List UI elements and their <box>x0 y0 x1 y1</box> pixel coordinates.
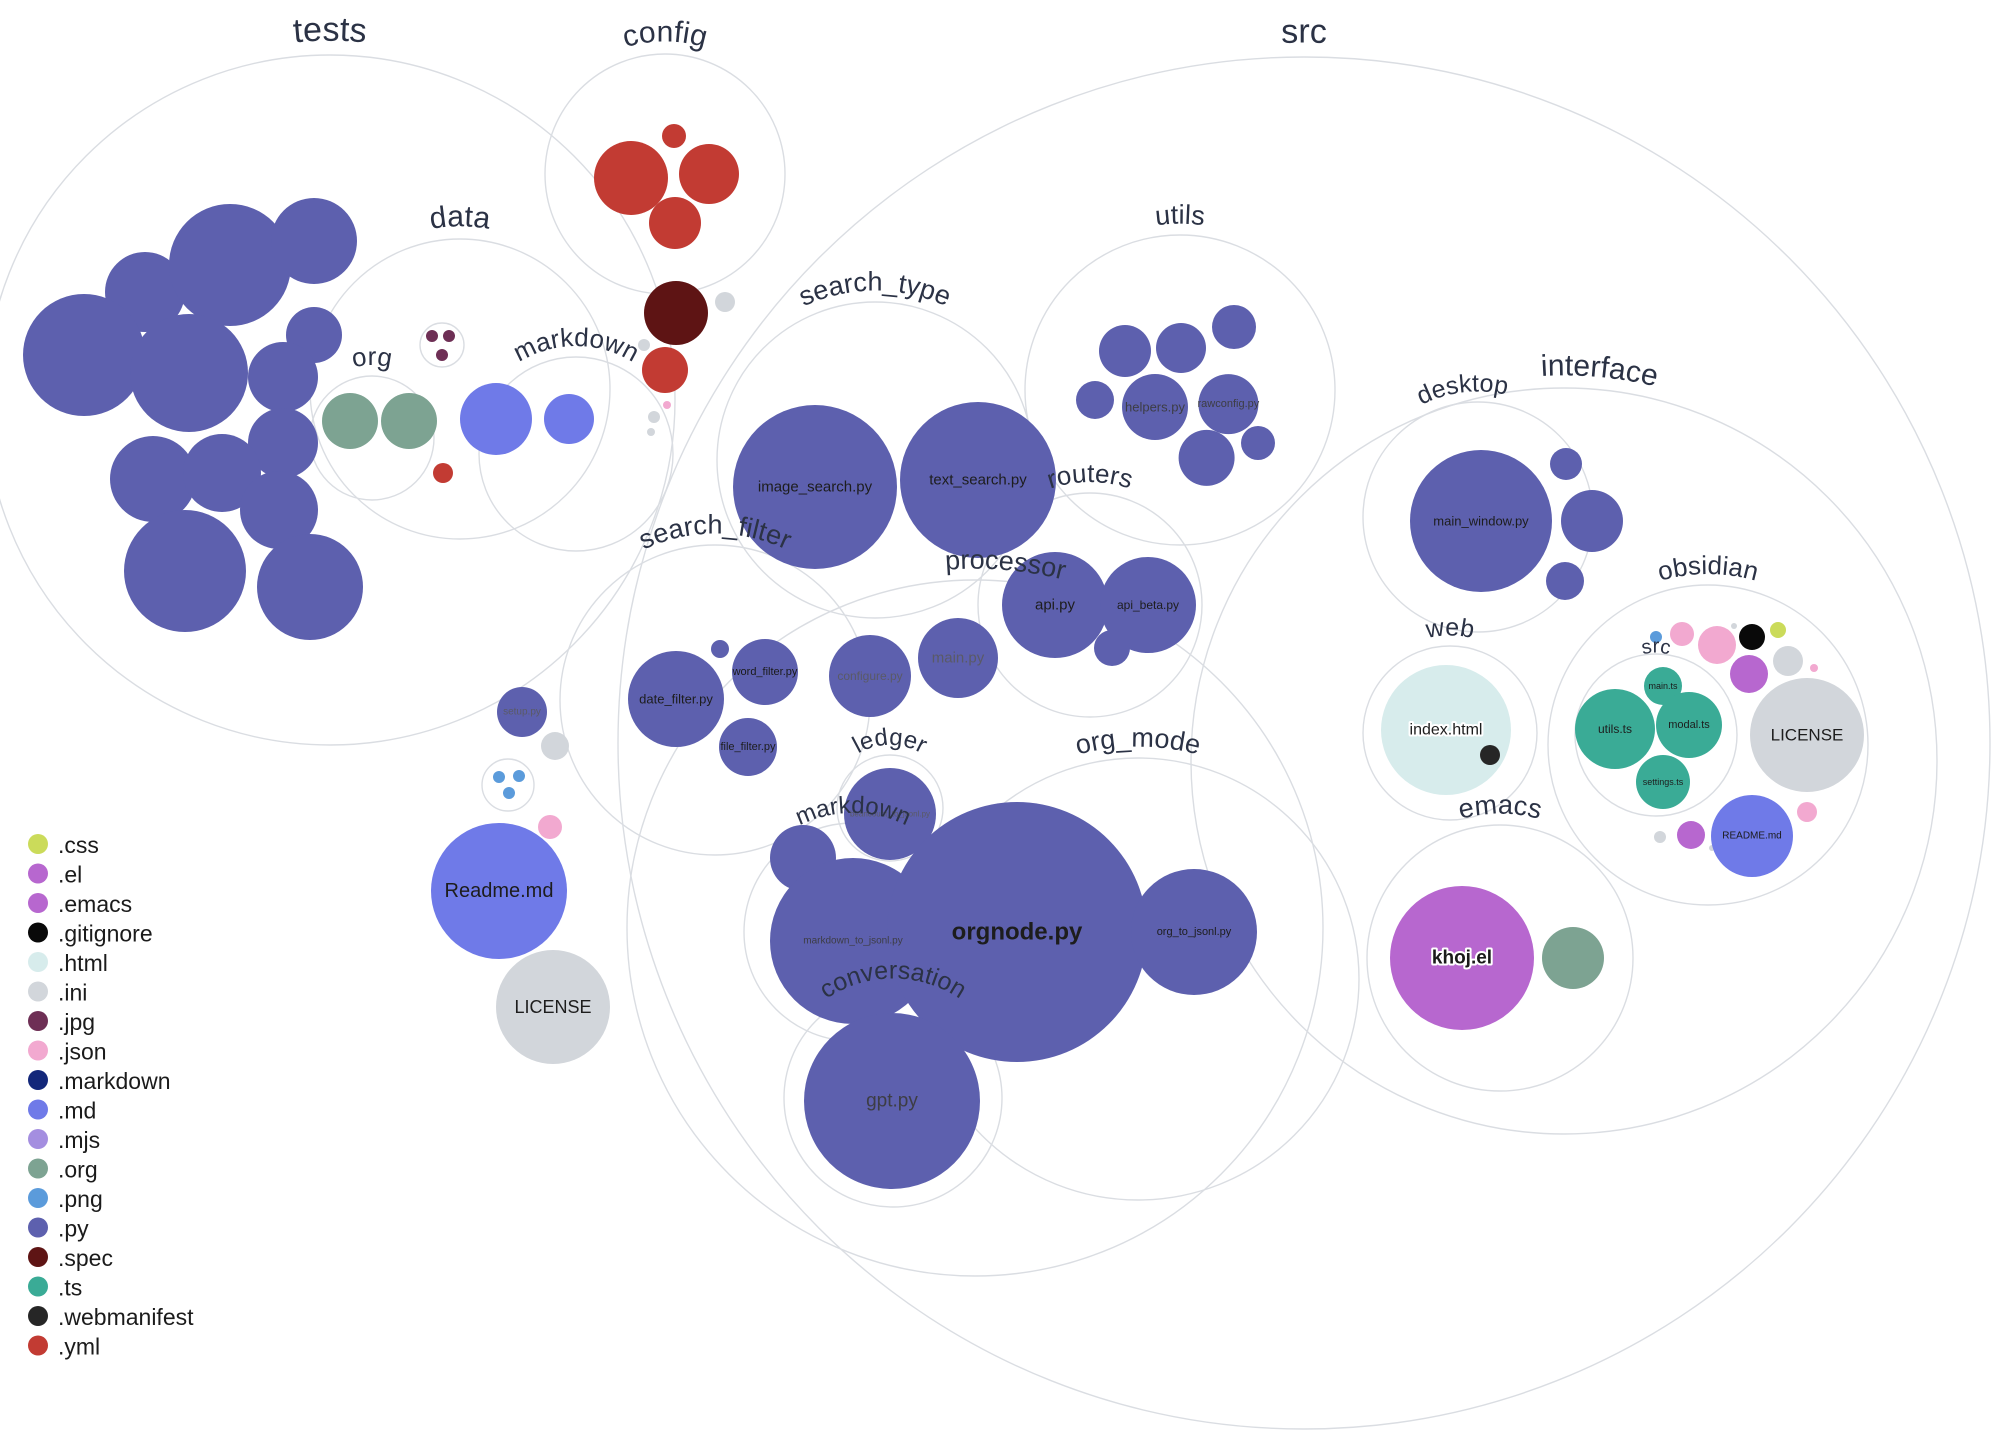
svg-text:utils.ts: utils.ts <box>1598 722 1632 736</box>
svg-text:date_filter.py: date_filter.py <box>639 692 713 707</box>
svg-text:config: config <box>619 15 711 54</box>
svg-text:.spec: .spec <box>58 1245 113 1271</box>
svg-text:obsidian: obsidian <box>1654 550 1761 587</box>
svg-text:web: web <box>1423 613 1476 644</box>
svg-text:processor: processor <box>944 545 1069 586</box>
svg-text:tests: tests <box>292 11 369 51</box>
svg-text:api.py: api.py <box>1035 597 1076 614</box>
svg-text:emacs: emacs <box>1455 789 1545 824</box>
svg-text:LICENSE: LICENSE <box>514 997 591 1017</box>
svg-text:org_mode: org_mode <box>1072 722 1203 760</box>
svg-text:image_search.py: image_search.py <box>758 479 873 496</box>
svg-text:.ts: .ts <box>58 1275 82 1301</box>
svg-text:file_filter.py: file_filter.py <box>720 741 776 753</box>
svg-text:.css: .css <box>58 832 99 858</box>
svg-text:.mjs: .mjs <box>58 1127 100 1153</box>
svg-text:.png: .png <box>58 1186 103 1212</box>
svg-text:.org: .org <box>58 1157 98 1183</box>
svg-text:helpers.py: helpers.py <box>1125 400 1185 415</box>
svg-text:gpt.py: gpt.py <box>866 1091 918 1112</box>
svg-text:modal.ts: modal.ts <box>1668 719 1710 731</box>
svg-text:interface: interface <box>1540 349 1661 393</box>
svg-text:rawconfig.py: rawconfig.py <box>1198 398 1260 410</box>
svg-text:main.py: main.py <box>932 650 985 667</box>
svg-text:word_filter.py: word_filter.py <box>732 666 798 678</box>
svg-text:utils: utils <box>1154 200 1207 232</box>
svg-text:.ini: .ini <box>58 980 87 1006</box>
svg-text:data: data <box>428 200 493 236</box>
svg-text:.py: .py <box>58 1216 89 1242</box>
svg-text:src: src <box>1281 13 1328 51</box>
svg-text:markdown: markdown <box>508 322 644 368</box>
svg-text:org_to_jsonl.py: org_to_jsonl.py <box>1157 926 1232 938</box>
svg-text:api_beta.py: api_beta.py <box>1117 598 1179 612</box>
svg-text:.el: .el <box>58 862 82 888</box>
svg-text:search_type: search_type <box>794 267 955 312</box>
svg-text:org: org <box>350 341 395 373</box>
svg-text:orgnode.py: orgnode.py <box>952 919 1083 946</box>
svg-text:khoj.el: khoj.el <box>1432 948 1492 969</box>
svg-text:main_window.py: main_window.py <box>1433 514 1529 529</box>
svg-text:markdown_to_jsonl.py: markdown_to_jsonl.py <box>803 936 903 947</box>
svg-text:.gitignore: .gitignore <box>58 921 153 947</box>
svg-text:routers: routers <box>1043 458 1136 494</box>
svg-text:README.md: README.md <box>1722 831 1781 842</box>
svg-text:.emacs: .emacs <box>58 891 132 917</box>
svg-text:.html: .html <box>58 950 108 976</box>
svg-text:settings.ts: settings.ts <box>1643 777 1684 787</box>
svg-text:.yml: .yml <box>58 1334 100 1360</box>
svg-text:.webmanifest: .webmanifest <box>58 1304 194 1330</box>
svg-text:main.ts: main.ts <box>1648 681 1678 691</box>
svg-text:.json: .json <box>58 1039 107 1065</box>
svg-text:LICENSE: LICENSE <box>1771 726 1844 745</box>
svg-text:src: src <box>1640 636 1673 660</box>
svg-text:.md: .md <box>58 1098 96 1124</box>
svg-text:ledger: ledger <box>848 724 931 759</box>
svg-text:setup.py: setup.py <box>503 707 541 718</box>
svg-text:text_search.py: text_search.py <box>929 472 1027 489</box>
svg-text:index.html: index.html <box>1410 722 1483 739</box>
svg-text:.markdown: .markdown <box>58 1068 170 1094</box>
svg-text:.jpg: .jpg <box>58 1009 95 1035</box>
svg-text:Readme.md: Readme.md <box>445 880 554 902</box>
svg-text:desktop: desktop <box>1412 369 1510 410</box>
svg-text:configure.py: configure.py <box>837 669 902 683</box>
